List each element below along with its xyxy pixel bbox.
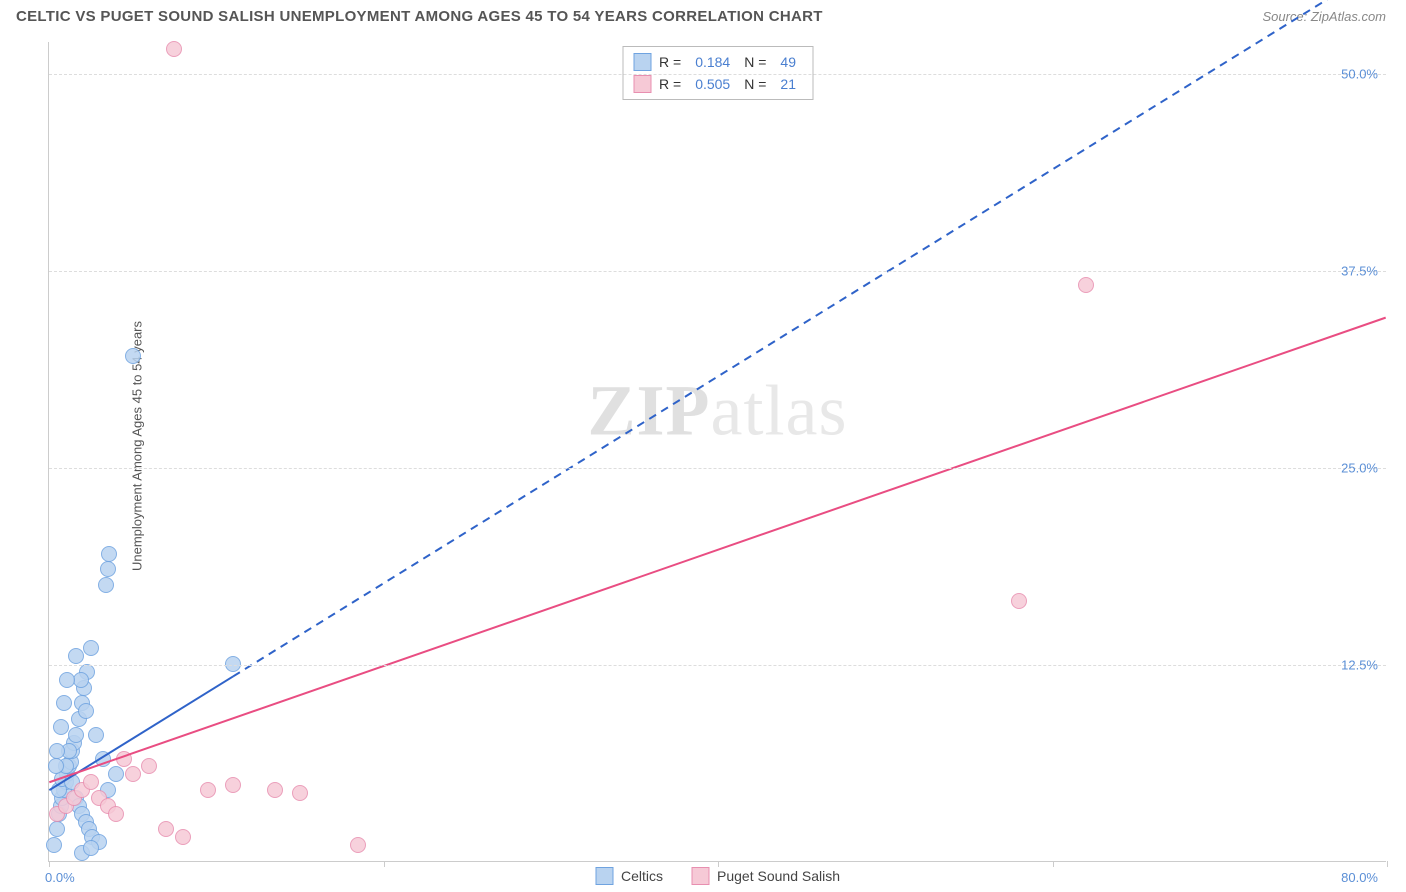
legend-swatch	[595, 867, 613, 885]
x-tick	[1053, 861, 1054, 867]
series-legend-item: Puget Sound Salish	[691, 867, 840, 885]
x-tick	[49, 861, 50, 867]
trend-line-dashed	[233, 0, 1386, 676]
legend-n-label: N =	[744, 54, 766, 70]
y-tick-label: 25.0%	[1341, 460, 1378, 475]
y-tick-label: 37.5%	[1341, 263, 1378, 278]
series-legend: Celtics Puget Sound Salish	[595, 867, 840, 885]
y-tick-label: 12.5%	[1341, 657, 1378, 672]
legend-n-value: 21	[780, 76, 796, 92]
legend-n-label: N =	[744, 76, 766, 92]
trend-line-solid	[49, 318, 1385, 783]
series-label: Celtics	[621, 868, 663, 884]
gridline	[49, 468, 1386, 469]
y-tick-label: 50.0%	[1341, 66, 1378, 81]
legend-row: R = 0.184 N = 49	[633, 51, 802, 73]
chart-area: ZIPatlas R =0.184N =49R =0.505N =21 Celt…	[48, 42, 1386, 862]
x-axis-min: 0.0%	[45, 870, 75, 885]
source-label: Source: ZipAtlas.com	[1262, 9, 1386, 24]
legend-swatch	[691, 867, 709, 885]
chart-title: CELTIC VS PUGET SOUND SALISH UNEMPLOYMEN…	[16, 8, 823, 25]
trend-lines	[49, 42, 1386, 861]
x-axis-max: 80.0%	[1341, 870, 1378, 885]
gridline	[49, 665, 1386, 666]
series-label: Puget Sound Salish	[717, 868, 840, 884]
gridline	[49, 271, 1386, 272]
legend-n-value: 49	[780, 54, 796, 70]
x-tick	[1387, 861, 1388, 867]
legend-r-value: 0.184	[695, 54, 730, 70]
x-tick	[718, 861, 719, 867]
x-tick	[384, 861, 385, 867]
legend-r-label: R =	[659, 54, 681, 70]
legend-swatch	[633, 53, 651, 71]
legend-swatch	[633, 75, 651, 93]
legend-r-label: R =	[659, 76, 681, 92]
series-legend-item: Celtics	[595, 867, 663, 885]
gridline	[49, 74, 1386, 75]
legend-row: R = 0.505 N = 21	[633, 73, 802, 95]
legend-r-value: 0.505	[695, 76, 730, 92]
